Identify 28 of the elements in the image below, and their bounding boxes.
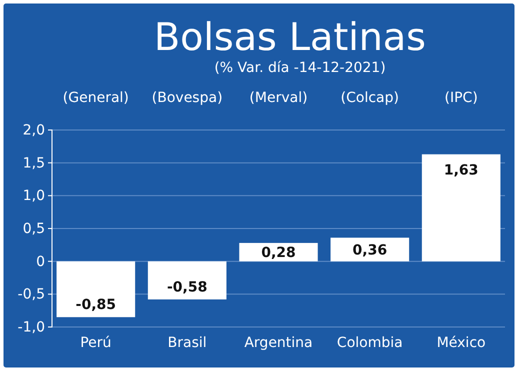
bar [422, 154, 500, 262]
data-label: -0,58 [166, 279, 208, 296]
text: (General) [62, 90, 129, 106]
y-tick-label: 1,0 [22, 188, 45, 204]
data-label: -0,85 [76, 297, 116, 314]
y-tick-label: -0,5 [18, 286, 45, 303]
chart-title: Bolsas Latinas [154, 15, 426, 59]
y-tick-label: 0,5 [22, 220, 45, 237]
data-label: 1,63 [444, 162, 478, 178]
x-tick-label: Brasil [168, 335, 207, 351]
text: (Colcap) [340, 90, 399, 106]
chart-subtitle: (% Var. día -14-12-2021) [214, 60, 386, 76]
x-tick-label: Colombia [336, 335, 403, 351]
text: (IPC) [444, 90, 478, 106]
y-tick-label: 1,5 [22, 155, 45, 172]
x-tick-label: Argentina [244, 335, 313, 351]
data-label: 0,28 [261, 245, 296, 262]
y-tick-label: 0 [36, 254, 45, 270]
data-label: 0,36 [352, 242, 388, 259]
bar [56, 261, 136, 318]
text: (Bovespa) [152, 90, 223, 106]
bar [330, 238, 410, 262]
y-tick-label: 2,0 [22, 122, 45, 138]
text: (Merval) [249, 90, 308, 106]
x-tick-label: México [436, 335, 486, 351]
y-tick-label: -1,0 [18, 319, 45, 336]
x-tick-label: Perú [80, 335, 112, 351]
bar [148, 261, 226, 300]
